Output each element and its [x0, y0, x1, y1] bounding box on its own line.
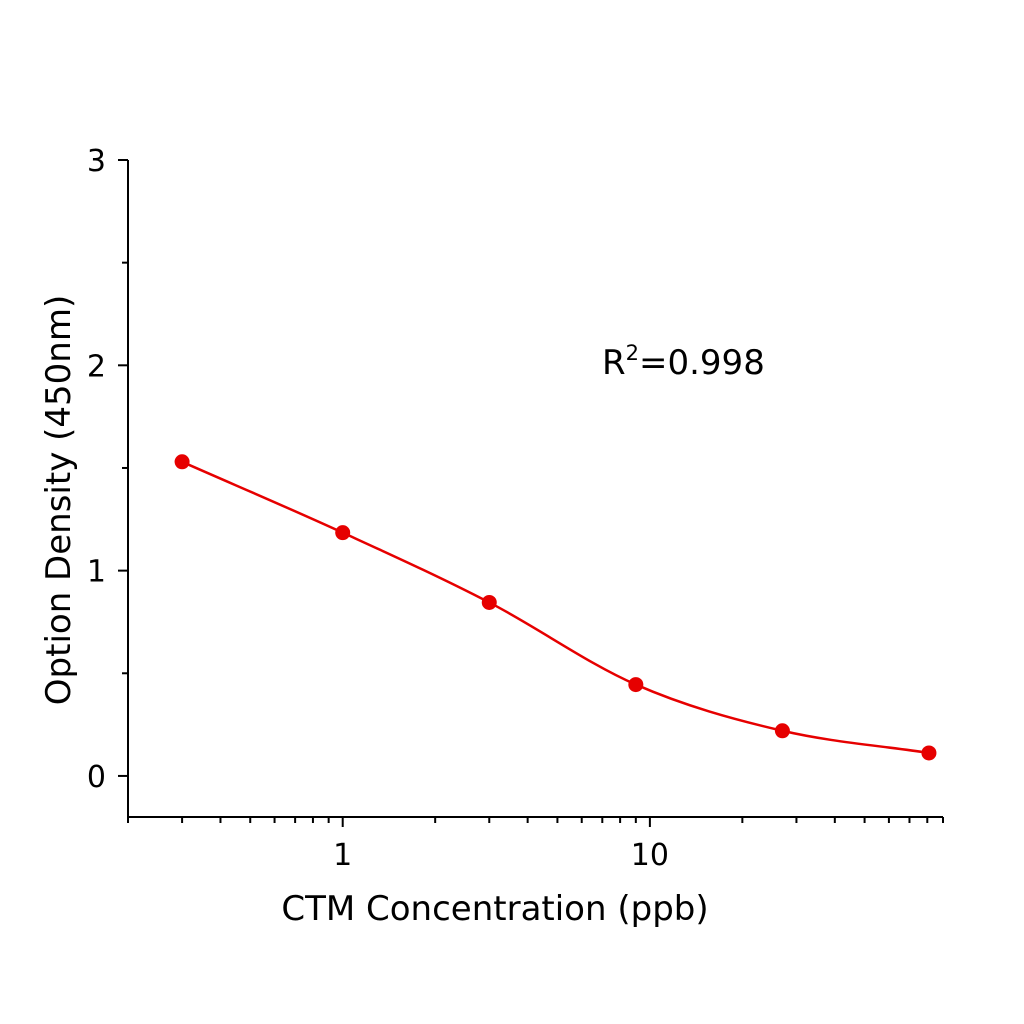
y-tick-label: 2 — [87, 349, 106, 384]
x-tick-label: 1 — [333, 838, 352, 873]
axes — [127, 160, 943, 818]
data-point — [921, 745, 937, 761]
y-tick-label: 3 — [87, 144, 106, 179]
data-point — [174, 454, 190, 470]
x-tick-label: 10 — [631, 838, 669, 873]
x-axis-label: CTM Concentration (ppb) — [281, 889, 708, 929]
data-points — [174, 454, 937, 761]
data-point — [774, 723, 790, 739]
r-squared-annotation: R2=0.998 — [602, 341, 765, 383]
y-tick-label: 0 — [87, 760, 106, 795]
ticks: 0 1 2 3 1 10 — [87, 144, 944, 873]
y-axis-label: Option Density (450nm) — [39, 295, 79, 705]
data-point — [335, 525, 351, 541]
data-point — [481, 594, 497, 610]
y-tick-label: 1 — [87, 555, 106, 590]
data-point — [628, 677, 644, 693]
fit-curve — [181, 460, 930, 755]
